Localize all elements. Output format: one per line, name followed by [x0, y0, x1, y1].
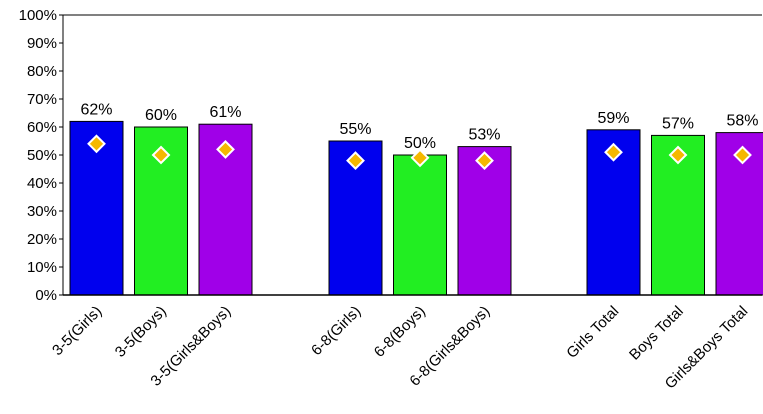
x-axis-labels: 3-5(Girls) 3-5(Boys)3-5(Girls&Boys) 6-8(Gi…	[49, 303, 751, 393]
x-tick-label: 6-8(Girls)	[308, 303, 364, 359]
marker-point	[733, 145, 752, 165]
data-label: 62%	[80, 101, 112, 118]
marker-point	[604, 142, 623, 162]
y-tick-label: 80%	[27, 63, 57, 80]
y-tick-label: 20%	[27, 231, 57, 248]
y-tick-label: 70%	[27, 91, 57, 108]
y-tick-label: 10%	[27, 259, 57, 276]
marker-point	[475, 151, 494, 171]
data-label: 53%	[468, 127, 500, 144]
axes	[62, 14, 762, 296]
y-tick-label: 30%	[27, 203, 57, 220]
markers	[87, 134, 752, 171]
marker-point	[87, 134, 106, 154]
bar	[393, 154, 447, 296]
y-tick-label: 40%	[27, 175, 57, 192]
x-tick-label: Girls Total	[563, 303, 622, 362]
x-tick-label: 3-5(Boys)	[112, 303, 170, 361]
bar	[457, 146, 512, 296]
data-label: 60%	[145, 107, 177, 124]
data-label: 57%	[662, 115, 694, 132]
y-tick-label: 100%	[19, 7, 57, 24]
x-tick-label: Boys Total	[626, 303, 687, 364]
y-tick-label: 90%	[27, 35, 57, 52]
data-label: 59%	[597, 110, 629, 127]
data-label: 61%	[209, 104, 241, 121]
x-tick-label: 3-5(Girls)	[49, 303, 105, 359]
data-label: 50%	[404, 135, 436, 152]
data-label: 55%	[339, 121, 371, 138]
marker-point	[668, 145, 688, 165]
value-labels: 62% 60% 61% 55% 50% 53% 59% 57% 58%	[80, 101, 758, 152]
marker-point	[346, 151, 365, 171]
marker-point	[410, 148, 430, 168]
x-tick-label: 6-8(Boys)	[371, 303, 429, 361]
y-tick-label: 50%	[27, 147, 57, 164]
y-tick-label: 0%	[35, 287, 57, 304]
y-axis-ticks: 0% 10% 20% 30% 40% 50% 60% 70% 80% 90% 100%	[19, 7, 63, 304]
data-label: 58%	[726, 113, 758, 130]
marker-point	[151, 145, 171, 165]
y-tick-label: 60%	[27, 119, 57, 136]
marker-point	[216, 139, 235, 159]
